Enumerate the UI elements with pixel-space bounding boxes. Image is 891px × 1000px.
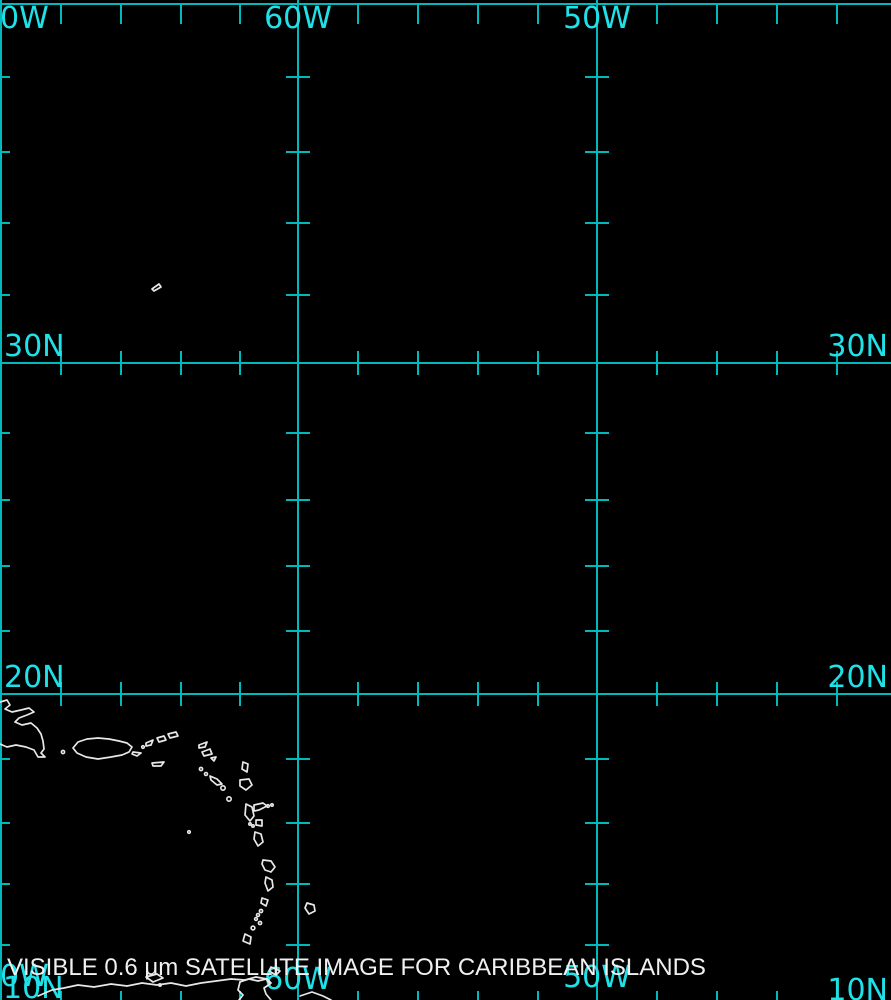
st-thomas-coastline <box>145 739 154 747</box>
virgin-gorda-coastline <box>167 731 179 739</box>
dominica-coastline <box>253 831 264 847</box>
caption-title: VISIBLE 0.6 μm SATELLITE IMAGE FOR CARIB… <box>7 954 706 981</box>
tobago-coastline <box>268 966 281 976</box>
grid-label-20n: 20N <box>827 660 888 695</box>
marie-galante-coastline <box>255 819 263 827</box>
st-eustatius-island <box>203 771 209 777</box>
trinidad-west-coastline <box>237 981 244 1000</box>
grid-label-30n: 30N <box>827 329 888 364</box>
vieques-coastline <box>131 751 142 757</box>
st-croix-coastline <box>151 761 165 767</box>
montserrat-island <box>226 795 233 802</box>
culebra-island <box>140 744 146 750</box>
grenadines-4-island <box>257 920 263 926</box>
barbuda-coastline <box>241 761 249 773</box>
aves-island-island <box>186 829 192 835</box>
grenadines-1-island <box>258 908 264 914</box>
margarita-coastline <box>145 973 164 983</box>
puerto-rico-coastline <box>72 737 133 760</box>
la-desirade-1-island <box>265 803 271 809</box>
grid-label-10n: 10N <box>3 971 64 1000</box>
st-barth-coastline <box>210 756 217 762</box>
grenadines-3-island <box>253 916 259 922</box>
carriacou-island <box>250 925 256 931</box>
les-saintes-2-island <box>251 823 256 828</box>
anguilla-coastline <box>198 741 208 749</box>
grenada-coastline <box>242 933 252 945</box>
guadeloupe-basse-terre-coastline <box>244 803 255 822</box>
grid-label-10n: 10N <box>827 973 888 1000</box>
grid-label-60w: 60W <box>264 1 332 36</box>
trinidad-north-east-coastline <box>239 978 272 1000</box>
guadeloupe-grande-terre-coastline <box>253 802 268 812</box>
caption-block: VISIBLE 0.6 μm SATELLITE IMAGE FOR CARIB… <box>7 913 706 1000</box>
grid-label-0w: 0W <box>0 959 49 994</box>
orinoco-delta-coastline <box>299 991 332 1000</box>
saba-island <box>198 766 204 772</box>
antigua-coastline <box>239 778 253 791</box>
barbados-coastline <box>304 902 316 915</box>
st-vincent-coastline <box>260 897 269 907</box>
coche-island <box>158 982 163 987</box>
hispaniola-east-coastline <box>0 699 46 758</box>
grid-label-0w: 0W <box>0 1 49 36</box>
grenadines-2-island <box>255 912 261 918</box>
grid-label-50w: 50W <box>563 960 631 995</box>
martinique-coastline <box>261 859 276 873</box>
bermuda-coastline <box>151 283 162 292</box>
grid-label-30n: 30N <box>4 329 65 364</box>
st-lucia-coastline <box>264 876 274 892</box>
mona-island <box>60 749 66 755</box>
grid-label-20n: 20N <box>4 660 65 695</box>
les-saintes-1-island <box>248 821 253 826</box>
st-martin-coastline <box>201 748 213 757</box>
st-kitts-coastline <box>209 775 223 786</box>
nevis-island <box>220 784 227 791</box>
grid-label-50w: 50W <box>563 1 631 36</box>
tortola-coastline <box>156 735 167 743</box>
la-desirade-2-island <box>269 802 274 807</box>
